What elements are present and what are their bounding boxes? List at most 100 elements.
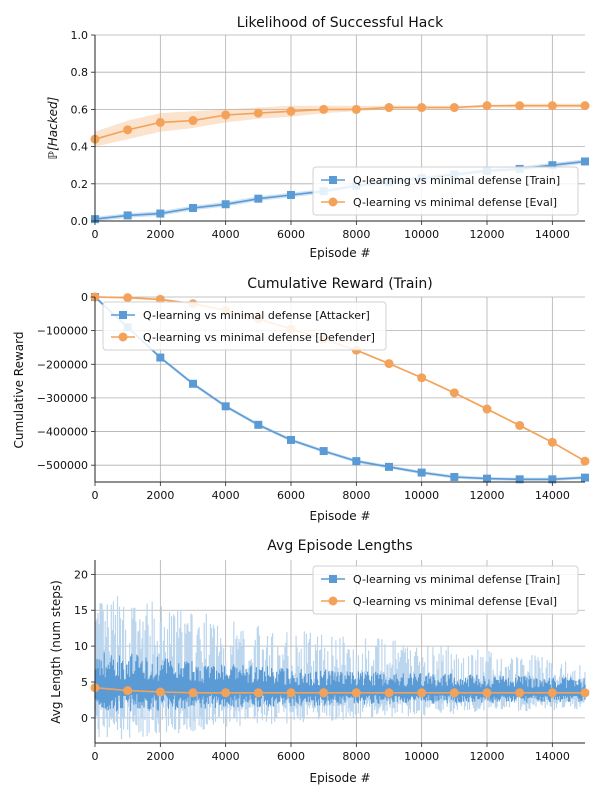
- legend-box: [102, 301, 387, 351]
- tick-labels: 0 2000 4000 6000 8000 10000 12000 14000 0 −100000…: [37, 291, 570, 502]
- y-tick-label: 0.8: [71, 66, 89, 79]
- chart-title: Likelihood of Successful Hack: [237, 15, 444, 31]
- data-point: [384, 688, 394, 698]
- legend-swatch-marker: [329, 176, 337, 184]
- chart-episode-lengths: Avg Episode Lengths 0 2000 4000 6000 8000 100…: [49, 538, 590, 785]
- data-point: [156, 209, 165, 218]
- data-point: [384, 103, 394, 113]
- legend-swatch-marker: [118, 332, 128, 342]
- x-tick-label: 14000: [535, 228, 570, 241]
- chart-cumulative-reward: Cumulative Reward (Train) 0 2000 4000 6000 8…: [12, 276, 590, 523]
- y-axis-label: Avg Length (num steps): [49, 580, 63, 724]
- x-tick-label: 6000: [277, 228, 305, 241]
- x-tick-label: 6000: [277, 489, 305, 502]
- legend-label: Q-learning vs minimal defense [Eval]: [353, 595, 557, 608]
- data-point: [547, 437, 557, 447]
- data-point: [287, 435, 295, 444]
- data-point: [221, 110, 231, 120]
- data-point: [123, 125, 133, 135]
- data-point: [581, 473, 589, 482]
- tick-labels: 0 2000 4000 6000 8000 10000 12000 14000 0 5 10 15 20: [74, 568, 570, 763]
- data-point: [515, 688, 525, 698]
- data-point: [482, 101, 492, 111]
- legend-label: Q-learning vs minimal defense [Attacker]: [143, 309, 370, 322]
- data-point: [450, 472, 459, 481]
- data-point: [254, 420, 263, 429]
- data-point: [287, 190, 295, 199]
- legend-label: Q-learning vs minimal defense [Defender]: [143, 331, 375, 344]
- legend-label: Q-learning vs minimal defense [Train]: [353, 174, 560, 187]
- data-point: [580, 101, 590, 111]
- y-tick-label: 15: [74, 604, 88, 617]
- x-tick-label: 8000: [342, 750, 370, 763]
- data-point: [351, 104, 361, 114]
- data-point: [547, 688, 557, 698]
- x-tick-label: 4000: [212, 750, 240, 763]
- y-tick-label: 0: [81, 291, 88, 304]
- y-tick-label: 1.0: [71, 29, 89, 42]
- data-point: [417, 688, 427, 698]
- y-tick-label: 0: [81, 712, 88, 725]
- data-point: [351, 688, 361, 698]
- legend: Q-learning vs minimal defense [Train] Q-l…: [312, 166, 579, 216]
- data-point: [188, 688, 198, 698]
- legend-box: [312, 166, 579, 216]
- series-band: [95, 103, 585, 147]
- data-point: [547, 101, 557, 111]
- data-point: [319, 688, 329, 698]
- legend-box: [312, 565, 579, 615]
- x-tick-label: 2000: [146, 228, 174, 241]
- x-tick-label: 10000: [404, 750, 439, 763]
- y-tick-label: 10: [74, 640, 88, 653]
- data-point: [155, 687, 165, 697]
- data-point: [449, 688, 459, 698]
- data-point: [286, 688, 296, 698]
- axes: [91, 560, 585, 747]
- data-point: [319, 104, 329, 114]
- data-point: [123, 211, 132, 220]
- legend: Q-learning vs minimal defense [Attacker]…: [102, 301, 387, 351]
- grid: [94, 296, 585, 482]
- data-point: [581, 157, 589, 166]
- tick-labels: 0 2000 4000 6000 8000 10000 12000 14000 0.0 0.2 0.…: [71, 29, 570, 241]
- data-point: [189, 379, 197, 388]
- data-point: [156, 353, 165, 362]
- axes: [91, 296, 585, 486]
- x-axis-label: Episode #: [310, 246, 371, 260]
- series-lines: [90, 683, 590, 698]
- data-point: [221, 200, 230, 209]
- x-tick-label: 0: [92, 228, 99, 241]
- legend-swatch-marker: [329, 575, 337, 583]
- legend-label: Q-learning vs minimal defense [Train]: [353, 573, 560, 586]
- y-tick-label: −500000: [37, 459, 88, 472]
- data-point: [123, 293, 133, 303]
- y-tick-label: 5: [81, 676, 88, 689]
- y-tick-label: −200000: [37, 358, 88, 371]
- data-point: [548, 161, 557, 170]
- y-tick-label: 20: [74, 568, 88, 581]
- x-tick-label: 4000: [212, 228, 240, 241]
- x-tick-label: 10000: [404, 228, 439, 241]
- data-point: [188, 116, 198, 126]
- y-tick-label: −400000: [37, 426, 88, 439]
- data-point: [417, 468, 426, 477]
- x-tick-label: 2000: [146, 489, 174, 502]
- x-tick-label: 10000: [404, 489, 439, 502]
- data-point: [580, 688, 590, 698]
- x-tick-label: 2000: [146, 750, 174, 763]
- chart-title: Avg Episode Lengths: [267, 538, 412, 554]
- x-axis-label: Episode #: [310, 771, 371, 785]
- x-axis-label: Episode #: [310, 509, 371, 523]
- legend-swatch-marker: [328, 596, 338, 606]
- data-point: [449, 388, 459, 398]
- series-line: [94, 104, 585, 140]
- series-line: [94, 686, 585, 694]
- y-axis-label: Cumulative Reward: [12, 332, 26, 449]
- chart-title: Cumulative Reward (Train): [247, 276, 432, 292]
- data-point: [155, 117, 165, 127]
- x-tick-label: 0: [92, 750, 99, 763]
- data-point: [253, 688, 263, 698]
- data-point: [385, 462, 393, 471]
- y-tick-label: 0.0: [71, 215, 89, 228]
